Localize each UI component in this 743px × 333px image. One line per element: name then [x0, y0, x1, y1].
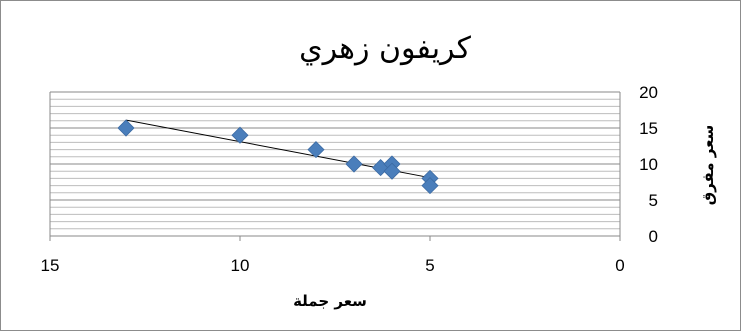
data-points	[117, 119, 439, 195]
y-tick-label: 20	[639, 83, 658, 102]
y-tick-labels: 0 5 10 15 20	[639, 83, 658, 246]
data-point	[345, 155, 363, 173]
y-tick-label: 15	[639, 119, 658, 138]
x-tick-label: 10	[231, 256, 250, 275]
data-point	[383, 162, 401, 180]
x-tick-label: 0	[615, 256, 624, 275]
y-tick-label: 10	[639, 155, 658, 174]
data-point	[231, 126, 249, 144]
x-tick-labels: 15 10 5 0	[41, 256, 625, 275]
data-point	[421, 177, 439, 195]
y-axis-title: سعر مفرق	[699, 125, 717, 206]
x-tick-label: 5	[425, 256, 434, 275]
data-point	[117, 119, 135, 137]
data-point	[307, 141, 325, 159]
y-tick-label: 0	[649, 227, 658, 246]
y-tick-label: 5	[649, 191, 658, 210]
grid-lines	[49, 91, 621, 241]
chart-title: كريفون زهري	[299, 31, 471, 66]
x-tick-label: 15	[41, 256, 60, 275]
x-axis-title: سعر جملة	[293, 292, 367, 310]
